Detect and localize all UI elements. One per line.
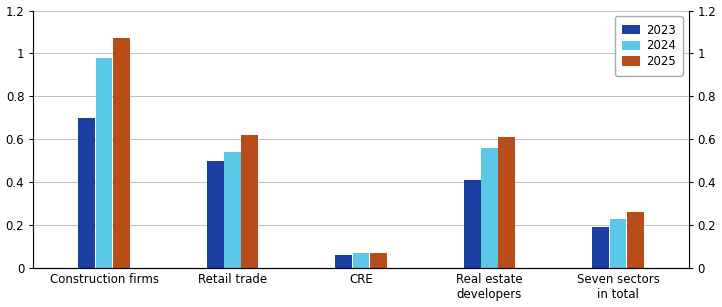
Bar xyxy=(95,58,113,268)
Bar xyxy=(627,212,644,268)
Bar xyxy=(335,255,352,268)
Bar xyxy=(481,148,498,268)
Bar xyxy=(498,137,516,268)
Bar xyxy=(609,219,627,268)
Bar xyxy=(352,253,370,268)
Bar xyxy=(464,180,481,268)
Bar xyxy=(370,253,387,268)
Bar xyxy=(592,227,609,268)
Bar xyxy=(206,161,224,268)
Bar xyxy=(78,118,95,268)
Legend: 2023, 2024, 2025: 2023, 2024, 2025 xyxy=(615,17,683,76)
Bar xyxy=(113,38,130,268)
Bar xyxy=(224,152,241,268)
Bar xyxy=(241,135,258,268)
